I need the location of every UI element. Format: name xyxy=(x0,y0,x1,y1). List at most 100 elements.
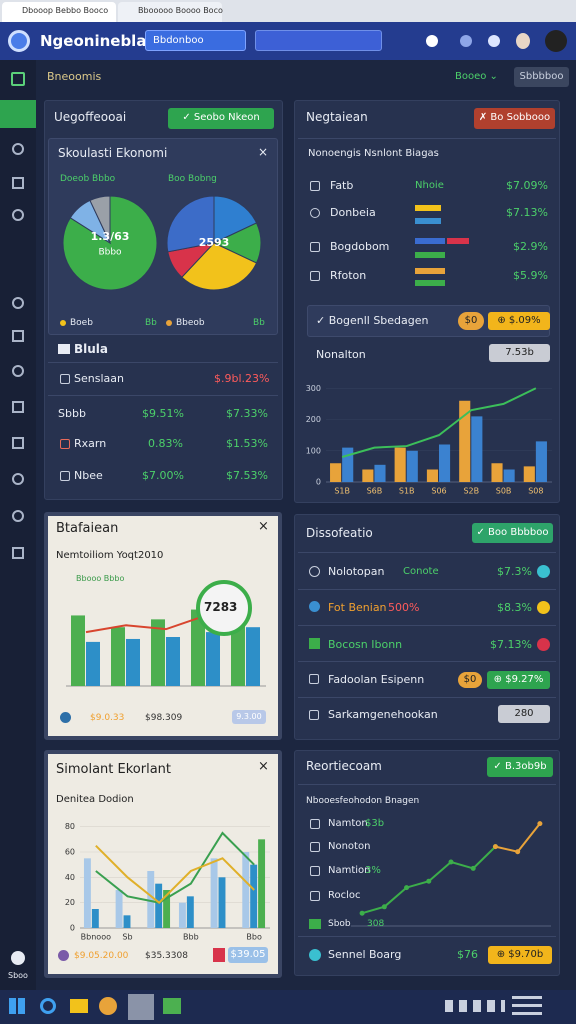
close[interactable]: × xyxy=(258,759,269,774)
row-icon xyxy=(309,710,319,720)
bar xyxy=(330,463,342,482)
cell: Sbbb xyxy=(58,407,86,420)
row-name: Fadoolan Esipenn xyxy=(328,673,425,686)
row-icon xyxy=(309,566,320,577)
filter[interactable]: Booeo ⌄ xyxy=(455,71,498,82)
x-tick-label: Bbo xyxy=(246,933,262,942)
panel-title: Reortiecoam xyxy=(306,759,382,773)
close[interactable]: × xyxy=(258,145,269,159)
divider xyxy=(298,589,556,590)
button[interactable]: ✓ Boo Bbbboo xyxy=(472,523,553,543)
x-tick-label: Sb xyxy=(122,933,132,942)
bar xyxy=(83,858,91,928)
logo[interactable] xyxy=(8,30,30,52)
start-button[interactable] xyxy=(9,998,25,1014)
sidebar xyxy=(0,60,36,990)
avatar[interactable] xyxy=(516,33,530,49)
bar xyxy=(218,877,226,928)
panel xyxy=(294,750,560,976)
sidebar-icon[interactable] xyxy=(12,473,24,485)
line-chart xyxy=(351,821,551,927)
callout xyxy=(196,580,252,636)
button[interactable]: ✓ B.3ob9b xyxy=(487,757,553,777)
sidebar-icon[interactable] xyxy=(12,209,24,221)
row-icon xyxy=(309,638,320,649)
dropdown-label: Bbdonboo xyxy=(153,35,204,46)
icon[interactable] xyxy=(488,35,500,47)
taskbar-icon[interactable] xyxy=(70,999,88,1013)
y-tick-label: 0 xyxy=(70,924,75,933)
icon[interactable] xyxy=(460,35,472,47)
sidebar-icon[interactable] xyxy=(12,437,24,449)
tab[interactable] xyxy=(118,2,222,22)
bar xyxy=(210,858,218,928)
taskbar-icon[interactable] xyxy=(163,998,181,1014)
bar xyxy=(491,463,503,482)
legend-label: Bbooo Bbbo xyxy=(76,574,125,583)
x-tick-label: Bbb xyxy=(183,933,199,942)
pie-chart: 1.3/63 Bbbo xyxy=(62,195,158,291)
sidebar-icon[interactable] xyxy=(12,297,24,309)
taskbar-icon[interactable] xyxy=(40,998,56,1014)
status-bar xyxy=(415,238,445,244)
sidebar-icon[interactable] xyxy=(12,510,24,522)
icon[interactable] xyxy=(426,35,438,47)
avatar[interactable] xyxy=(545,30,567,52)
sidebar-icon[interactable] xyxy=(11,72,25,86)
badge: ⊕ $.09% xyxy=(488,312,550,330)
badge: $0 xyxy=(458,672,482,688)
bar xyxy=(163,890,171,928)
bar xyxy=(151,619,165,686)
row-tag: Conote xyxy=(403,566,439,577)
row-name: Bogdobom xyxy=(330,240,390,253)
search[interactable] xyxy=(255,30,382,51)
bar xyxy=(166,637,180,686)
pie-label: Doeob Bbbo xyxy=(60,174,116,184)
sidebar-icon[interactable] xyxy=(12,330,24,342)
panel-title: Uegoffeooai xyxy=(54,110,127,124)
bar xyxy=(471,416,483,482)
bar xyxy=(523,466,535,482)
panel xyxy=(294,514,560,740)
sidebar-icon[interactable] xyxy=(12,547,24,559)
bar xyxy=(242,852,250,928)
footer-value: $98.309 xyxy=(145,713,183,723)
row-value: $8.3% xyxy=(497,601,532,614)
x-tick-label: Bbnooo xyxy=(81,933,111,942)
status-bar xyxy=(415,280,445,286)
marker xyxy=(537,821,543,827)
y-tick-label: 300 xyxy=(306,384,321,393)
bar xyxy=(178,902,186,928)
toolbar-button[interactable]: Sbbbboo xyxy=(514,67,569,87)
marker xyxy=(213,948,225,962)
sidebar-active[interactable] xyxy=(0,100,36,128)
button[interactable]: ✓ Seobo Nkeon xyxy=(168,108,274,129)
taskbar-icon[interactable] xyxy=(99,997,117,1015)
marker xyxy=(470,865,476,871)
icon xyxy=(58,950,69,961)
row-name: Namton xyxy=(328,818,368,829)
row-icon xyxy=(60,439,70,449)
row-value: $3b xyxy=(365,818,385,829)
sidebar-icon[interactable] xyxy=(12,143,24,155)
sidebar-icon[interactable] xyxy=(12,365,24,377)
row-value: $7.13% xyxy=(490,638,532,651)
row-value: $7.13% xyxy=(506,206,548,219)
pie-slice xyxy=(166,195,215,253)
tab[interactable] xyxy=(2,2,116,22)
button[interactable]: ✗ Bo Sobbooo xyxy=(474,108,555,129)
tray-icons[interactable] xyxy=(445,1000,505,1012)
panel-title: Dissofeatio xyxy=(306,526,373,540)
sidebar-icon[interactable] xyxy=(11,951,25,965)
bar xyxy=(258,839,266,928)
row-icon xyxy=(310,208,320,218)
close[interactable]: × xyxy=(258,519,269,534)
sidebar-icon[interactable] xyxy=(12,401,24,413)
sidebar-icon[interactable] xyxy=(12,177,24,189)
row-icon xyxy=(309,919,321,929)
status-dot xyxy=(537,638,550,651)
taskbar-icon[interactable] xyxy=(128,994,154,1020)
dropdown[interactable] xyxy=(145,30,246,51)
panel-title: Negtaiean xyxy=(306,110,368,124)
y-tick-label: 40 xyxy=(65,873,75,882)
